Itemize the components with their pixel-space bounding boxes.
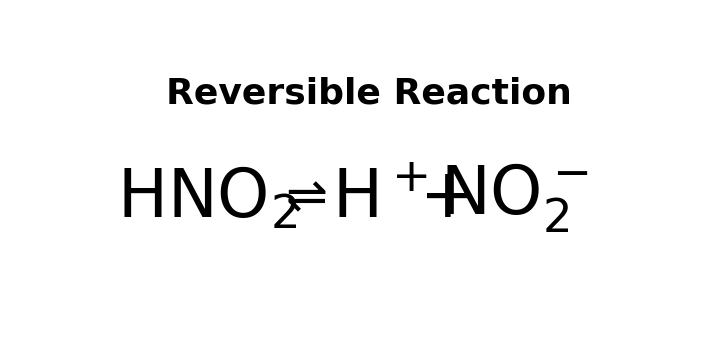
Text: $\mathregular{+}$: $\mathregular{+}$ [419, 166, 469, 231]
Text: $\mathregular{H^+}$: $\mathregular{H^+}$ [332, 166, 428, 231]
Text: $\rightleftharpoons$: $\rightleftharpoons$ [276, 175, 328, 222]
Text: $\mathregular{NO_2^-}$: $\mathregular{NO_2^-}$ [440, 162, 588, 235]
Text: Reversible Reaction: Reversible Reaction [166, 76, 572, 110]
Text: $\mathregular{HNO_2}$: $\mathregular{HNO_2}$ [117, 165, 297, 231]
